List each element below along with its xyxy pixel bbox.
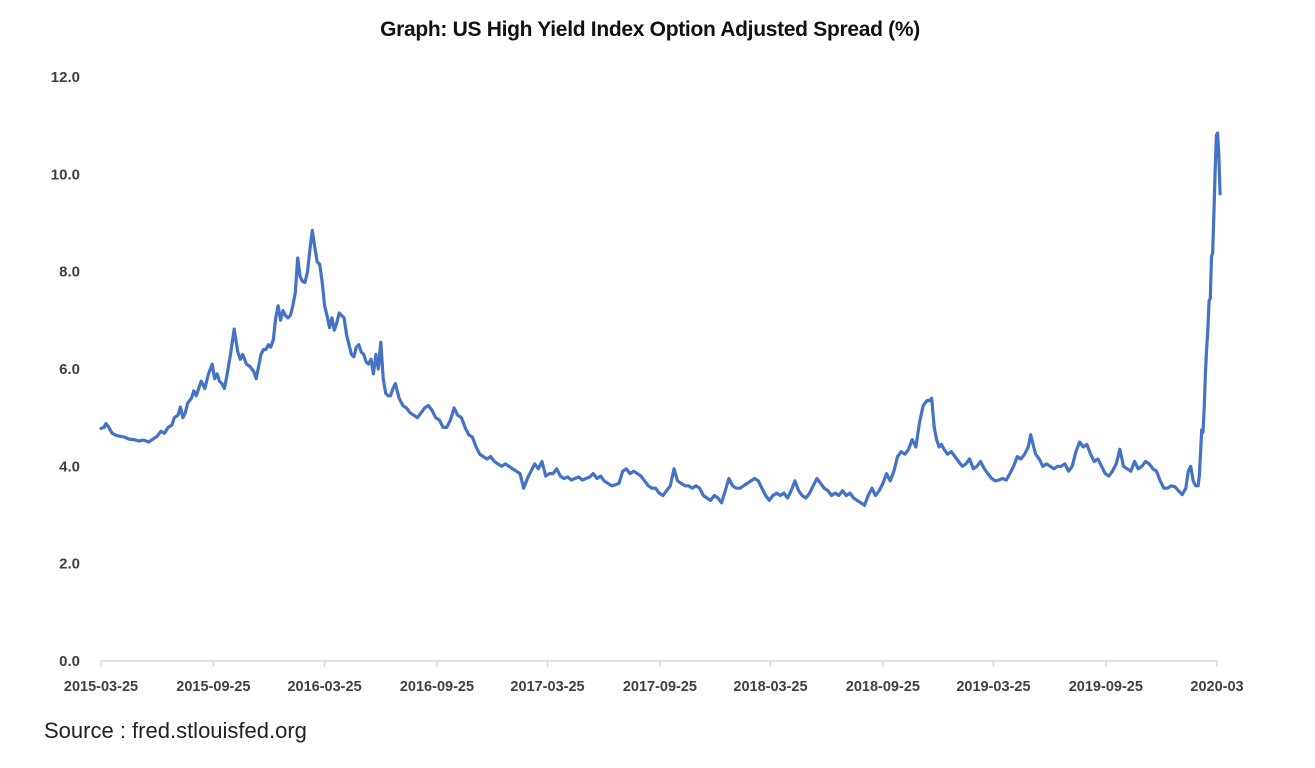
- x-tick-label: 2018-09-25: [846, 679, 920, 695]
- y-tick-label: 10.0: [51, 166, 80, 183]
- y-tick-label: 4.0: [59, 458, 80, 475]
- y-tick-label: 12.0: [51, 69, 80, 86]
- y-tick-label: 2.0: [59, 556, 80, 573]
- y-tick-label: 8.0: [59, 264, 80, 281]
- x-tick-label: 2019-09-25: [1069, 679, 1143, 695]
- x-tick-label: 2015-09-25: [176, 679, 250, 695]
- source-note: Source : fred.stlouisfed.org: [44, 718, 307, 743]
- y-tick-label: 0.0: [59, 653, 80, 670]
- y-axis: 0.0 2.0 4.0 6.0 8.0 10.0 12.0: [51, 69, 80, 670]
- x-tick-label: 2017-03-25: [510, 679, 584, 695]
- chart-title: Graph: US High Yield Index Option Adjust…: [380, 18, 920, 41]
- x-tick-label: 2016-09-25: [400, 679, 474, 695]
- y-tick-label: 6.0: [59, 361, 80, 378]
- x-tick-label: 2015-03-25: [64, 679, 138, 695]
- series-line-hy-oas: [99, 131, 1222, 507]
- x-tick-label: 2017-09-25: [623, 679, 697, 695]
- x-axis: 2015-03-25 2015-09-25 2016-03-25 2016-09-25…: [64, 660, 1244, 695]
- x-tick-label: 2019-03-25: [956, 679, 1030, 695]
- x-tick-label: 2020-03: [1190, 679, 1243, 695]
- series-group: [99, 131, 1222, 507]
- x-tick-label: 2016-03-25: [287, 679, 361, 695]
- x-tick-label: 2018-03-25: [733, 679, 807, 695]
